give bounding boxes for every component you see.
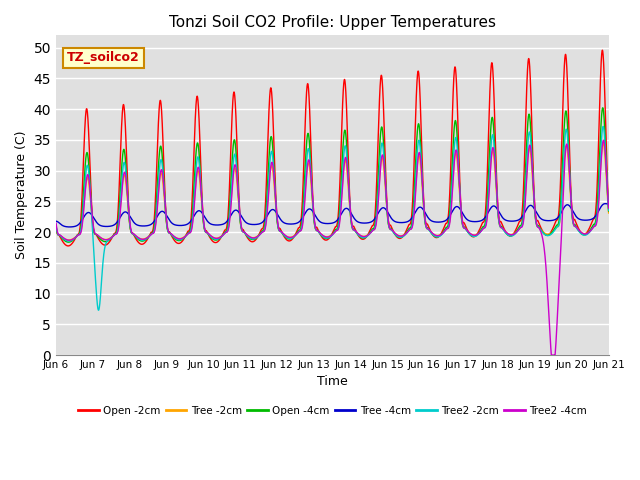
Legend: Open -2cm, Tree -2cm, Open -4cm, Tree -4cm, Tree2 -2cm, Tree2 -4cm: Open -2cm, Tree -2cm, Open -4cm, Tree -4… [74, 402, 591, 420]
Title: Tonzi Soil CO2 Profile: Upper Temperatures: Tonzi Soil CO2 Profile: Upper Temperatur… [169, 15, 496, 30]
Y-axis label: Soil Temperature (C): Soil Temperature (C) [15, 131, 28, 259]
X-axis label: Time: Time [317, 375, 348, 388]
Text: TZ_soilco2: TZ_soilco2 [67, 51, 140, 64]
